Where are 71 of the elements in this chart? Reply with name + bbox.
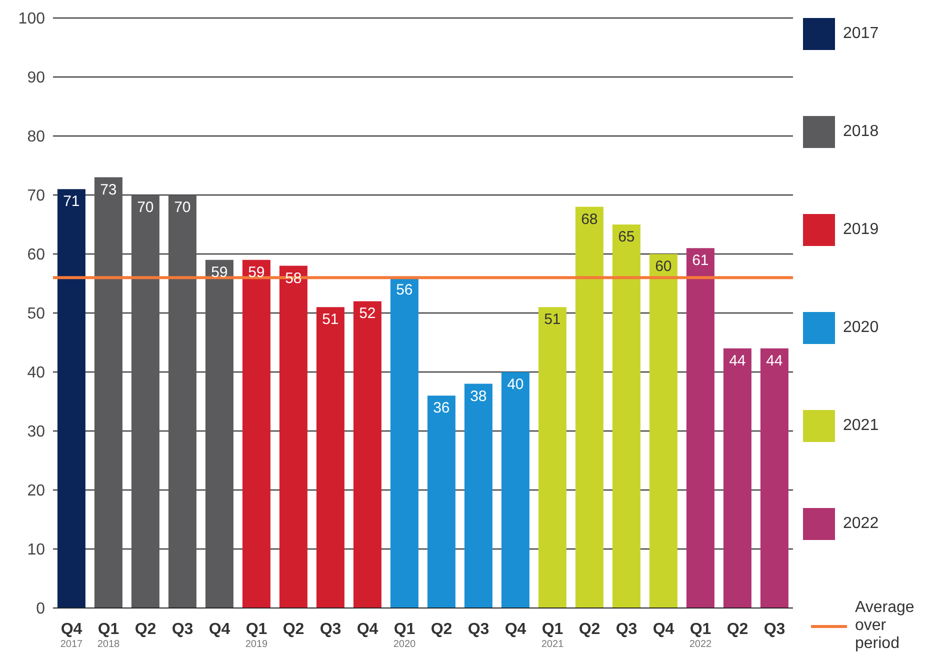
data-label: 56 bbox=[396, 282, 413, 299]
legend-label: 2022 bbox=[843, 515, 879, 533]
x-tick-label: Q3 bbox=[468, 621, 490, 638]
bar bbox=[57, 189, 86, 608]
data-label: 65 bbox=[618, 228, 635, 246]
y-tick-label: 10 bbox=[27, 542, 46, 559]
x-tick-label: Q4 bbox=[356, 621, 378, 638]
y-tick-label: 0 bbox=[36, 600, 46, 618]
y-tick-label: 30 bbox=[27, 424, 46, 441]
data-label: 36 bbox=[433, 400, 450, 417]
y-tick-label: 100 bbox=[18, 10, 46, 28]
data-label: 51 bbox=[544, 311, 561, 328]
y-tick-label: 80 bbox=[27, 128, 46, 146]
bar bbox=[168, 195, 196, 608]
legend-label: 2019 bbox=[843, 221, 879, 239]
bar bbox=[316, 307, 344, 608]
x-tick-label: Q4 bbox=[652, 621, 674, 638]
bar bbox=[242, 260, 270, 608]
legend-label: 2018 bbox=[843, 123, 879, 141]
data-label: 44 bbox=[766, 352, 783, 370]
legend-label: 2021 bbox=[843, 417, 879, 435]
y-tick-label: 40 bbox=[27, 364, 46, 382]
bar bbox=[279, 266, 308, 608]
bar bbox=[575, 206, 604, 608]
bar bbox=[131, 195, 160, 608]
bar bbox=[464, 384, 492, 608]
data-label: 44 bbox=[729, 352, 746, 370]
bar bbox=[94, 177, 122, 608]
data-label: 40 bbox=[507, 376, 524, 393]
bar bbox=[538, 307, 566, 608]
data-label: 70 bbox=[137, 199, 154, 216]
x-tick-label: Q2 bbox=[578, 621, 600, 638]
data-label: 73 bbox=[100, 181, 117, 198]
y-tick-label: 20 bbox=[27, 482, 46, 500]
bar bbox=[353, 301, 382, 608]
bar bbox=[390, 278, 418, 608]
bar bbox=[501, 372, 530, 608]
x-tick-label: Q3 bbox=[172, 621, 194, 638]
x-tick-label: Q3 bbox=[320, 621, 342, 638]
x-tick-label: Q3 bbox=[764, 621, 786, 638]
bar bbox=[723, 348, 752, 608]
y-tick-label: 50 bbox=[27, 306, 46, 323]
x-tick-label: Q2 bbox=[282, 621, 304, 638]
y-tick-label: 70 bbox=[27, 188, 46, 205]
data-label: 38 bbox=[470, 388, 487, 405]
bar bbox=[649, 254, 678, 608]
bar bbox=[205, 260, 234, 608]
x-tick-label: Q4 bbox=[504, 621, 526, 638]
data-label: 70 bbox=[174, 199, 191, 216]
bar bbox=[427, 396, 456, 608]
data-label: 60 bbox=[655, 258, 672, 275]
legend-label: Average over period bbox=[855, 599, 916, 653]
bar bbox=[760, 348, 788, 608]
x-tick-label: Q2 bbox=[430, 621, 452, 638]
data-label: 68 bbox=[581, 210, 598, 228]
bar bbox=[686, 248, 714, 608]
x-tick-label: Q2 bbox=[134, 621, 156, 638]
data-label: 61 bbox=[692, 252, 709, 270]
x-tick-label: Q2 bbox=[726, 621, 748, 638]
legend-label: 2020 bbox=[843, 319, 879, 337]
data-label: 52 bbox=[359, 305, 376, 322]
x-tick-label: Q3 bbox=[616, 621, 638, 638]
y-tick-label: 60 bbox=[27, 246, 46, 264]
legend-label: 2017 bbox=[843, 25, 879, 43]
y-tick-label: 90 bbox=[27, 70, 46, 87]
data-label: 59 bbox=[248, 264, 265, 281]
bar bbox=[612, 224, 640, 608]
data-label: 51 bbox=[322, 311, 339, 328]
data-label: 71 bbox=[63, 193, 80, 210]
data-label: 58 bbox=[285, 270, 302, 287]
x-tick-label: Q4 bbox=[208, 621, 230, 638]
